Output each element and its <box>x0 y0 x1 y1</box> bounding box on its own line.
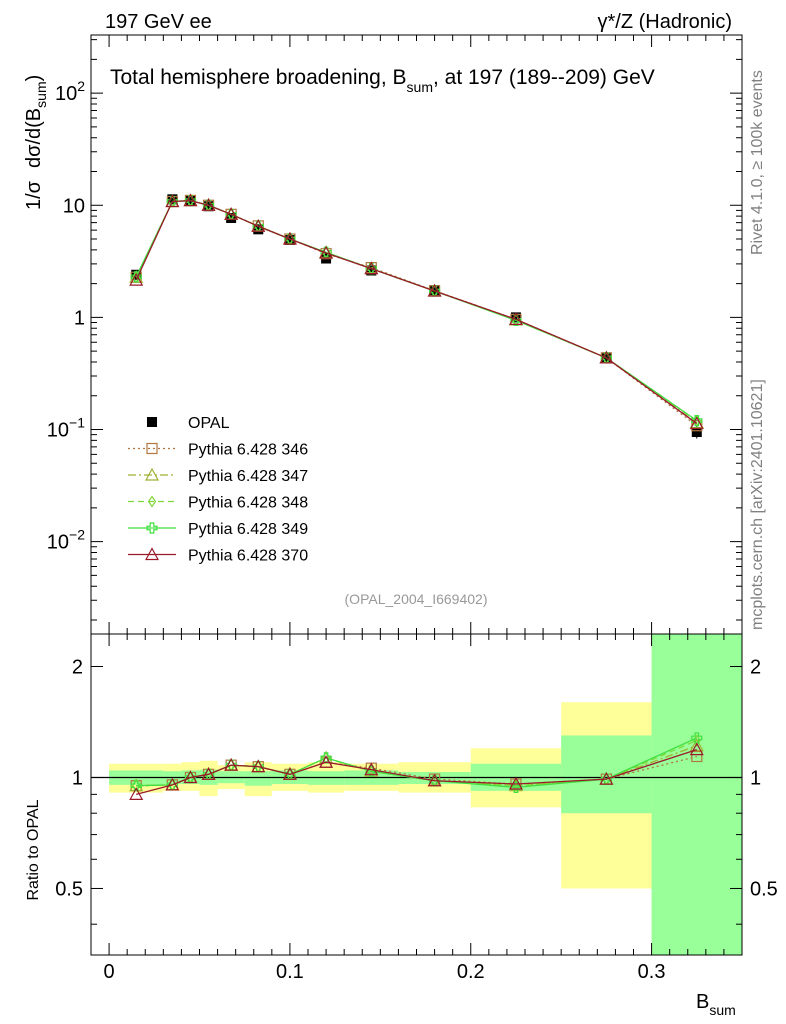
x-axis-label: Bsum <box>696 991 736 1018</box>
ratio-series-marker <box>201 767 216 780</box>
main-series-layer <box>129 193 704 439</box>
main-axis-ticks <box>91 35 743 634</box>
main-plot-area <box>90 34 743 635</box>
data-point <box>253 224 264 235</box>
data-point <box>510 312 521 323</box>
legend-marker <box>144 467 160 481</box>
y-label-body: dσ/d(Bsum) <box>23 75 49 168</box>
data-point <box>366 265 377 276</box>
stat-uncertainty-band <box>244 771 272 786</box>
series-marker <box>251 218 266 232</box>
series-marker <box>183 193 198 207</box>
x-tick-label: 0.3 <box>638 961 666 983</box>
ratio-series-marker <box>691 750 703 763</box>
legend-label: Pythia 6.428 348 <box>188 495 308 512</box>
series-marker <box>165 194 180 208</box>
data-point <box>429 285 440 296</box>
legend-label: Pythia 6.428 370 <box>188 548 308 565</box>
ratio-y-tick-label-left: 1 <box>72 767 83 789</box>
series-marker <box>201 198 216 211</box>
data-point <box>167 194 178 205</box>
series-marker <box>129 272 144 286</box>
series-marker <box>364 261 379 275</box>
series-marker <box>510 314 522 326</box>
y-tick-label: 102 <box>55 78 85 105</box>
data-point <box>284 234 295 245</box>
ratio-series-marker <box>129 787 144 800</box>
legend: OPAL Pythia 6.428 346 Pythia 6.428 347 Pyth… <box>128 415 308 565</box>
ratio-series-marker <box>251 759 266 773</box>
legend-label: Pythia 6.428 347 <box>188 468 308 485</box>
series-marker <box>282 231 297 245</box>
ratio-series-marker <box>319 754 334 768</box>
y-tick-label: 10 <box>63 195 85 217</box>
legend-label: Pythia 6.428 349 <box>188 521 308 538</box>
ratio-y-tick-label-right: 0.5 <box>750 878 778 900</box>
legend-marker <box>146 522 158 534</box>
ratio-series-marker <box>508 776 523 790</box>
y-tick-label: 10−2 <box>47 527 85 554</box>
header-left: 197 GeV ee <box>105 11 212 33</box>
legend-label: OPAL <box>188 415 230 432</box>
ratio-series-layer <box>129 732 704 800</box>
ratio-series-marker <box>689 738 704 752</box>
series-marker <box>319 245 334 259</box>
x-tick-label: 0.1 <box>276 961 304 983</box>
legend-marker <box>144 547 160 561</box>
ratio-tick-labels: 2 2 1 1 0.5 0.5 0 0.1 0.2 0.3 <box>55 656 778 983</box>
series-marker <box>689 416 704 430</box>
ratio-series-line <box>136 749 697 795</box>
legend-marker <box>147 495 157 508</box>
y-tick-label: 10−1 <box>47 415 85 442</box>
series-marker <box>224 207 239 220</box>
main-y-tick-labels: 102 10 1 10−1 10−2 <box>47 78 85 553</box>
ratio-series-marker <box>224 757 239 771</box>
series-marker <box>599 350 614 364</box>
ratio-series-marker <box>165 777 180 791</box>
ratio-series-marker <box>599 771 614 785</box>
chart-title: Total hemisphere broadening, Bsum, at 19… <box>110 66 655 95</box>
ratio-y-tick-label-right: 2 <box>750 656 761 678</box>
main-frame <box>90 34 743 635</box>
ratio-y-tick-label-right: 1 <box>750 767 761 789</box>
analysis-id: (OPAL_2004_I669402) <box>345 591 488 607</box>
main-y-axis-label: 1/σ dσ/d(Bsum) <box>23 75 49 210</box>
ratio-series-marker <box>364 762 379 776</box>
legend-marker <box>146 442 158 455</box>
series-marker <box>508 312 523 325</box>
ratio-series-marker <box>510 781 522 793</box>
ratio-axis-ticks <box>91 634 743 955</box>
ratio-y-axis-label: Ratio to OPAL <box>25 799 42 900</box>
y-label-norm: 1/σ <box>23 180 45 210</box>
ratio-series-marker <box>689 742 704 756</box>
data-point <box>203 201 214 212</box>
rivet-label: Rivet 4.1.0, ≥ 100k events <box>749 70 766 255</box>
x-tick-label: 0.2 <box>457 961 485 983</box>
y-tick-label: 1 <box>74 307 85 329</box>
legend-marker <box>147 417 157 427</box>
data-point <box>691 426 702 437</box>
x-tick-label: 0 <box>104 961 115 983</box>
ratio-plot-area <box>90 633 743 956</box>
header-right: γ*/Z (Hadronic) <box>598 11 732 33</box>
ratio-series-marker <box>282 767 297 780</box>
ratio-series-marker <box>691 732 703 744</box>
ratio-series-marker <box>183 770 198 784</box>
data-point <box>226 212 237 223</box>
ratio-y-tick-label-left: 0.5 <box>55 878 83 900</box>
legend-label: Pythia 6.428 346 <box>188 442 308 459</box>
series-marker <box>691 415 703 427</box>
ratio-y-tick-label-left: 2 <box>72 656 83 678</box>
series-line <box>135 199 698 425</box>
mcplots-label: mcplots.cern.ch [arXiv:2401.10621] <box>749 379 766 630</box>
series-marker <box>427 283 442 297</box>
stat-uncertainty-band <box>651 634 742 955</box>
ratio-series-marker <box>427 773 442 787</box>
